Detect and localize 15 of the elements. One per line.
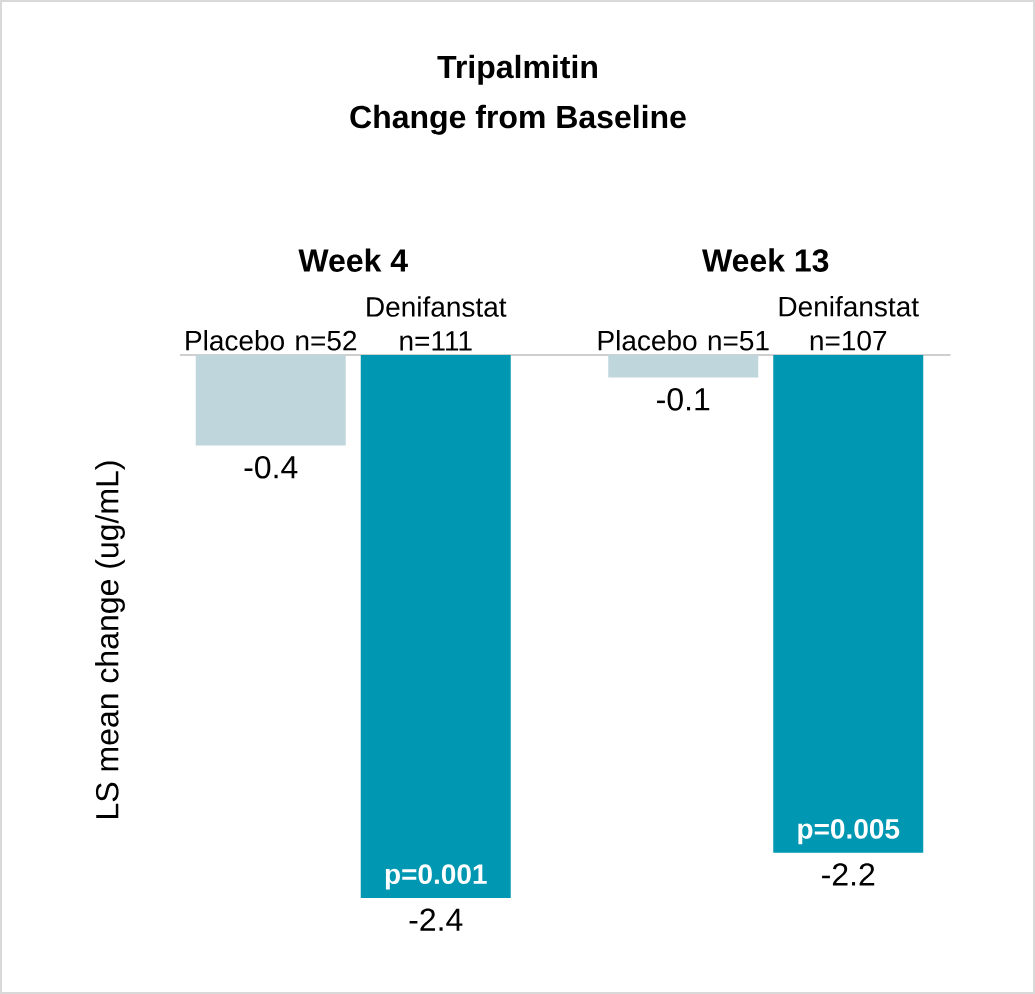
x-tick-label: Placebo n=52 <box>186 330 357 351</box>
text: Week 13 <box>702 248 829 272</box>
data-label: -0.1 <box>657 388 710 411</box>
annotation: p=0.001 <box>385 864 487 890</box>
annotation: p=0.005 <box>798 818 900 845</box>
text: Week 4 <box>298 248 408 272</box>
x-tick-label: Denifanstat n=107 <box>779 296 919 351</box>
chart-title: Tripalmitin <box>437 54 597 85</box>
x-tick-label: Denifanstat n=111 <box>367 296 507 351</box>
y-axis-title: LS mean change (ug/mL) <box>95 461 125 818</box>
data-label: -2.2 <box>822 863 875 886</box>
data-label: -0.4 <box>244 455 298 479</box>
x-tick-label: Placebo n=51 <box>598 330 769 351</box>
chart-subtitle: Change from Baseline <box>350 104 686 135</box>
data-label: -2.4 <box>409 908 463 931</box>
